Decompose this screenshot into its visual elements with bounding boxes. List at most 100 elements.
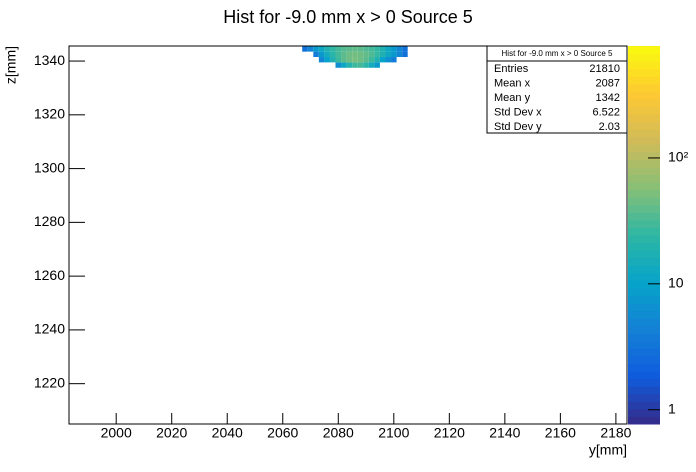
- y-tick-label: 1320: [34, 106, 65, 122]
- color-bar-step: [628, 348, 660, 357]
- x-tick-label: 2020: [156, 425, 187, 441]
- color-bar-step: [628, 197, 660, 206]
- heat-cell: [385, 57, 392, 63]
- color-bar-step: [628, 325, 660, 334]
- x-tick-label: 2140: [489, 425, 520, 441]
- x-tick-label: 2180: [600, 425, 631, 441]
- heat-cell: [335, 57, 342, 63]
- x-tick-label: 2120: [434, 425, 465, 441]
- z-tick-label: 10: [668, 275, 684, 291]
- color-bar-step: [628, 250, 660, 259]
- stats-key: Std Dev x: [494, 106, 542, 118]
- color-bar-step: [628, 280, 660, 289]
- color-bar-step: [628, 106, 660, 115]
- heat-cell: [313, 46, 319, 52]
- heat-cell: [402, 46, 408, 52]
- y-tick-label: 1220: [34, 374, 65, 390]
- heat-cell: [346, 46, 353, 52]
- color-bar-step: [628, 340, 660, 349]
- color-bar-step: [628, 257, 660, 266]
- color-bar-step: [628, 76, 660, 85]
- heat-cell: [318, 57, 325, 63]
- x-tick-label: 2060: [267, 425, 298, 441]
- color-bar-step: [628, 144, 660, 153]
- color-bar-step: [628, 235, 660, 244]
- heat-cell: [379, 46, 386, 52]
- color-bar-step: [628, 136, 660, 145]
- heat-cell: [379, 57, 386, 63]
- heat-cell: [335, 62, 342, 68]
- heat-cell: [307, 46, 314, 52]
- heat-cell: [368, 51, 375, 58]
- color-bar-step: [628, 393, 660, 402]
- heat-cell: [374, 57, 380, 63]
- heat-cell: [318, 51, 325, 58]
- heat-cell: [357, 62, 364, 68]
- color-bar-step: [628, 98, 660, 107]
- heat-cell: [368, 62, 375, 68]
- heat-cell: [357, 46, 364, 52]
- color-bar-step: [628, 303, 660, 312]
- stats-value: 1342: [596, 92, 620, 104]
- heat-cell: [341, 51, 347, 58]
- heat-cell: [363, 51, 369, 58]
- heat-cell: [335, 46, 342, 52]
- color-bar-step: [628, 355, 660, 365]
- heat-cell: [318, 46, 325, 52]
- y-axis-label: z[mm]: [3, 46, 19, 84]
- heat-cell: [352, 62, 358, 68]
- x-tick-label: 2080: [323, 425, 354, 441]
- heat-cell: [391, 57, 397, 63]
- color-bar-step: [628, 174, 660, 183]
- color-bar-step: [628, 371, 660, 380]
- heat-cell: [396, 51, 403, 58]
- x-axis-label: y[mm]: [589, 442, 627, 458]
- heat-cell: [374, 51, 380, 58]
- color-bar-step: [628, 121, 660, 130]
- color-bar-step: [628, 416, 660, 425]
- stats-key: Entries: [494, 63, 529, 75]
- heat-cell: [341, 57, 347, 63]
- color-bar-step: [628, 272, 660, 281]
- x-tick-label: 2000: [101, 425, 132, 441]
- x-tick-label: 2100: [378, 425, 409, 441]
- y-tick-label: 1240: [34, 321, 65, 337]
- color-bar-step: [628, 227, 660, 236]
- y-tick-label: 1300: [34, 159, 65, 175]
- color-bar-step: [628, 310, 660, 319]
- y-tick-label: 1280: [34, 213, 65, 229]
- heat-cell: [391, 46, 397, 52]
- stats-title: Hist for -9.0 mm x > 0 Source 5: [502, 49, 613, 58]
- z-tick-label: 1: [668, 400, 676, 416]
- heat-cell: [357, 51, 364, 58]
- color-bar-step: [628, 408, 660, 417]
- heat-cell: [346, 51, 353, 58]
- color-bar-step: [628, 129, 660, 138]
- heat-cell: [363, 46, 369, 52]
- heat-cell: [374, 62, 380, 68]
- color-bar-step: [628, 182, 660, 191]
- stats-key: Std Dev y: [494, 121, 542, 133]
- x-tick-label: 2040: [212, 425, 243, 441]
- color-bar-step: [628, 46, 660, 55]
- color-bar-step: [628, 386, 660, 395]
- stats-value: 6.522: [592, 106, 620, 118]
- color-bar-step: [628, 318, 660, 327]
- x-tick-label: 2160: [545, 425, 576, 441]
- stats-value: 2087: [596, 77, 620, 89]
- color-bar-step: [628, 242, 660, 251]
- chart-title: Hist for -9.0 mm x > 0 Source 5: [223, 7, 473, 27]
- heat-cell: [329, 51, 336, 58]
- heat-cell: [368, 46, 375, 52]
- heat-cell: [352, 46, 358, 52]
- color-bar-step: [628, 265, 660, 274]
- heat-cell: [363, 62, 369, 68]
- heat-cell: [324, 51, 330, 58]
- stats-value: 21810: [589, 63, 620, 75]
- heat-cell: [352, 51, 358, 58]
- color-bar-step: [628, 287, 660, 296]
- heat-cell: [346, 57, 353, 63]
- heat-cell: [368, 57, 375, 63]
- color-bar-step: [628, 363, 660, 372]
